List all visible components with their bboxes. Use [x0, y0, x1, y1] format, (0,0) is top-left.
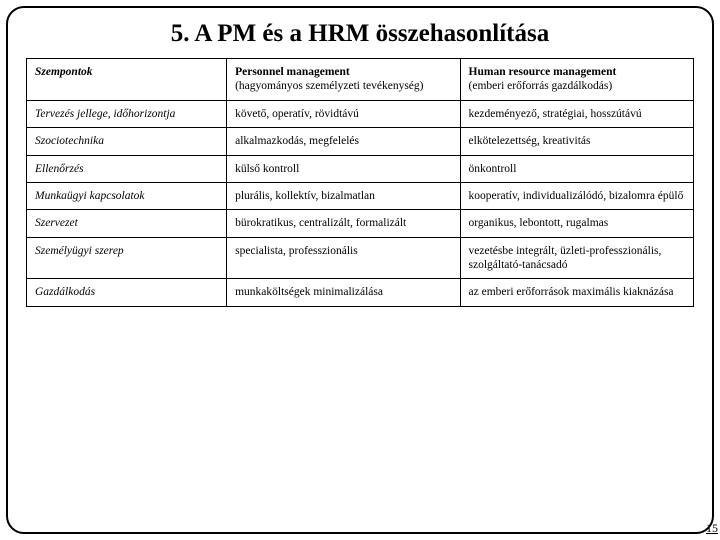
row-label: Tervezés jellege, időhorizontja [27, 100, 227, 127]
slide-frame: 5. A PM és a HRM összehasonlítása Szempo… [6, 6, 714, 534]
row-hrm: elkötelezettség, kreativitás [460, 128, 693, 155]
row-label: Személyügyi szerep [27, 237, 227, 279]
row-label: Szociotechnika [27, 128, 227, 155]
table-row: Tervezés jellege, időhorizontja követő, … [27, 100, 694, 127]
row-label: Szervezet [27, 210, 227, 237]
row-label: Ellenőrzés [27, 155, 227, 182]
table-row: Munkaügyi kapcsolatok plurális, kollektí… [27, 182, 694, 209]
comparison-table: Szempontok Personnel management (hagyomá… [26, 58, 694, 307]
row-pm: követő, operatív, rövidtávú [227, 100, 460, 127]
row-hrm: kooperatív, individualizálódó, bizalomra… [460, 182, 693, 209]
row-pm: külső kontroll [227, 155, 460, 182]
row-pm: alkalmazkodás, megfelelés [227, 128, 460, 155]
header-cell-szempontok: Szempontok [27, 59, 227, 101]
row-hrm: az emberi erőforrások maximális kiaknázá… [460, 279, 693, 306]
row-pm: plurális, kollektív, bizalmatlan [227, 182, 460, 209]
row-pm: specialista, professzionális [227, 237, 460, 279]
table-header-row: Szempontok Personnel management (hagyomá… [27, 59, 694, 101]
table-row: Személyügyi szerep specialista, professz… [27, 237, 694, 279]
row-hrm: önkontroll [460, 155, 693, 182]
slide-title: 5. A PM és a HRM összehasonlítása [26, 20, 694, 48]
page-number: 15 [706, 521, 718, 536]
row-hrm: kezdeményező, stratégiai, hosszútávú [460, 100, 693, 127]
header-cell-pm: Personnel management (hagyományos személ… [227, 59, 460, 101]
row-pm: bürokratikus, centralizált, formalizált [227, 210, 460, 237]
row-hrm: vezetésbe integrált, üzleti-professzioná… [460, 237, 693, 279]
table-row: Szervezet bürokratikus, centralizált, fo… [27, 210, 694, 237]
header-cell-hrm: Human resource management (emberi erőfor… [460, 59, 693, 101]
row-label: Gazdálkodás [27, 279, 227, 306]
row-label: Munkaügyi kapcsolatok [27, 182, 227, 209]
row-pm: munkaköltségek minimalizálása [227, 279, 460, 306]
table-row: Szociotechnika alkalmazkodás, megfelelés… [27, 128, 694, 155]
row-hrm: organikus, lebontott, rugalmas [460, 210, 693, 237]
table-row: Gazdálkodás munkaköltségek minimalizálás… [27, 279, 694, 306]
table-row: Ellenőrzés külső kontroll önkontroll [27, 155, 694, 182]
